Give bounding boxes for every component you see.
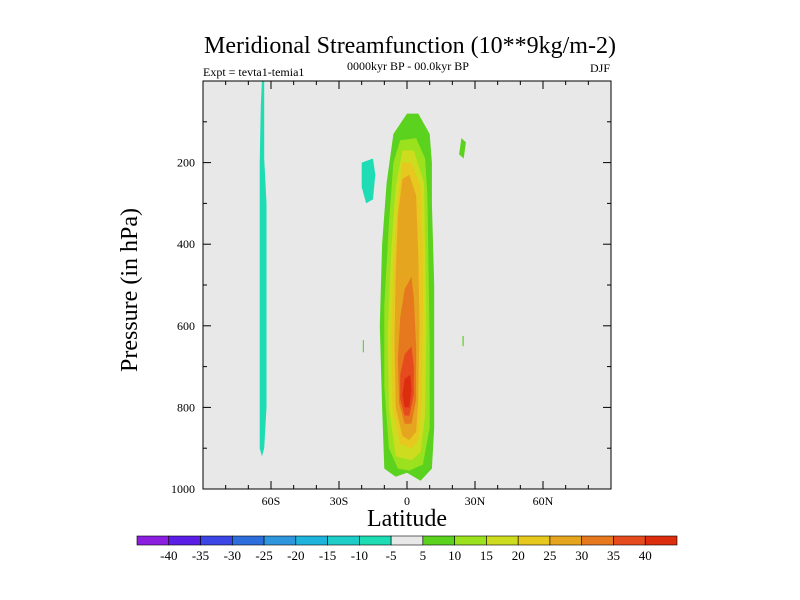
axes: 60S 30S 0 30N 60N 200 400 600 800 1000 (171, 81, 611, 508)
colorbar-label: 40 (639, 548, 652, 563)
contour-hadley-cell-5-north-patch (459, 138, 466, 159)
colorbar-label: -15 (319, 548, 336, 563)
colorbar-box (454, 535, 487, 546)
season-label: DJF (590, 61, 610, 75)
colorbar-box (390, 535, 424, 546)
colorbar-box (136, 535, 170, 546)
colorbar-label: 15 (480, 548, 493, 563)
colorbar-box (200, 535, 233, 546)
colorbar: -40 -35 -30 -25 -20 -15 -10 -5 5 10 15 20 25 30 35 40 (136, 535, 678, 563)
colorbar-label: -10 (351, 548, 368, 563)
experiment-label: Expt = tevta1-temia1 (203, 65, 304, 79)
contour-cell-tick-right (462, 336, 464, 347)
y-tick-label: 400 (177, 237, 195, 251)
colorbar-label: -40 (160, 548, 177, 563)
contour-fills (259, 81, 466, 481)
colorbar-box (327, 535, 360, 546)
colorbar-box (581, 535, 614, 546)
plot-area: 60S 30S 0 30N 60N 200 400 600 800 1000 (171, 80, 612, 508)
colorbar-box (263, 535, 297, 546)
colorbar-box (486, 535, 519, 546)
x-axis-label: Latitude (367, 506, 447, 532)
contour-cell-tick-left (362, 340, 364, 353)
colorbar-label: 10 (448, 548, 461, 563)
y-axis-label: Pressure (in hPa) (117, 208, 143, 372)
colorbar-label: -35 (192, 548, 209, 563)
colorbar-box (517, 535, 551, 546)
x-tick-label: 60N (533, 494, 554, 508)
colorbar-box (359, 535, 392, 546)
x-tick-label: 60S (262, 494, 281, 508)
colorbar-label: 30 (575, 548, 588, 563)
x-tick-label: 30S (330, 494, 349, 508)
y-tick-label: 1000 (171, 482, 195, 496)
colorbar-box (549, 535, 583, 546)
y-tick-label: 600 (177, 319, 195, 333)
colorbar-label: 5 (420, 548, 427, 563)
colorbar-box (644, 535, 678, 546)
contour-hadley-cell-40 (402, 374, 412, 408)
colorbar-label: 20 (512, 548, 525, 563)
x-tick-label: 0 (404, 494, 410, 508)
x-tick-label: 30N (465, 494, 486, 508)
colorbar-label: -20 (287, 548, 304, 563)
colorbar-box (422, 535, 455, 546)
colorbar-label: -25 (255, 548, 272, 563)
colorbar-box (295, 535, 328, 546)
y-tick-label: 800 (177, 400, 195, 414)
colorbar-box (613, 535, 646, 546)
time-range-label: 0000kyr BP - 00.0kyr BP (347, 59, 469, 73)
colorbar-label: -30 (224, 548, 241, 563)
contour-southern-negative-cell (259, 81, 267, 457)
colorbar-label: 35 (607, 548, 620, 563)
chart-title: Meridional Streamfunction (10**9kg/m-2) (204, 33, 616, 59)
colorbar-box (168, 535, 201, 546)
contour-subtropical-negative-patch (361, 158, 376, 204)
y-tick-label: 200 (177, 156, 195, 170)
colorbar-box (231, 535, 265, 546)
colorbar-label: 25 (543, 548, 556, 563)
colorbar-label: -5 (386, 548, 397, 563)
